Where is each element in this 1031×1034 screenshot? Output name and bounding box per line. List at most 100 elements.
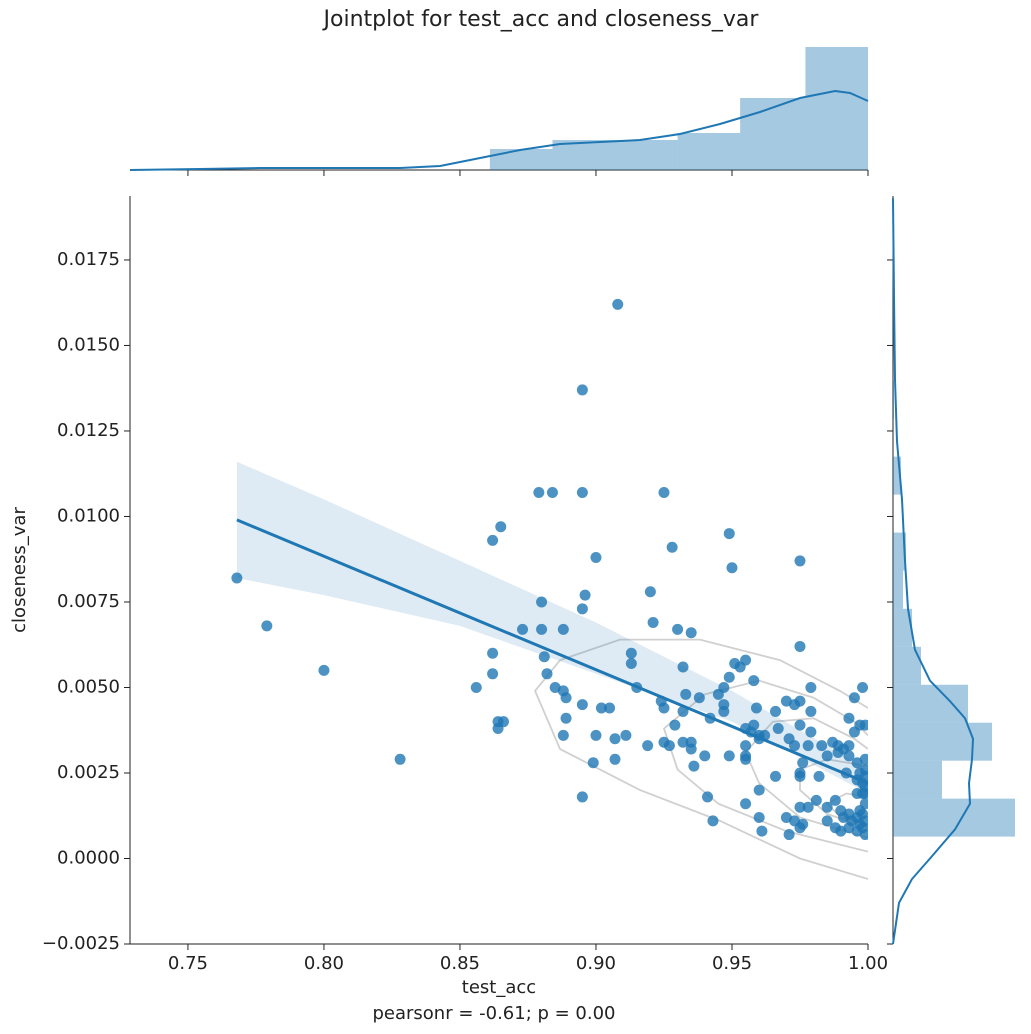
scatter-point <box>669 719 681 731</box>
scatter-point <box>576 791 588 803</box>
scatter-point <box>789 740 801 752</box>
scatter-point <box>658 702 670 714</box>
scatter-point <box>770 770 782 782</box>
x-tick-label: 0.90 <box>576 953 616 974</box>
x-tick-label: 0.80 <box>304 953 344 974</box>
scatter-point <box>590 552 602 564</box>
scatter-point <box>538 651 550 663</box>
x-tick-label: 0.95 <box>712 953 752 974</box>
scatter-point <box>843 712 855 724</box>
scatter-point <box>740 798 752 810</box>
histogram-bar <box>893 380 894 419</box>
scatter-point <box>576 603 588 615</box>
scatter-point <box>625 658 637 670</box>
scatter-point <box>576 487 588 499</box>
scatter-point <box>546 487 558 499</box>
scatter-point <box>680 688 692 700</box>
scatter-point <box>753 811 765 823</box>
scatter-point <box>590 729 602 741</box>
scatter-point <box>770 705 782 717</box>
scatter-point <box>644 586 656 598</box>
scatter-point <box>609 733 621 745</box>
histogram-bar <box>740 98 806 170</box>
scatter-point <box>699 750 711 762</box>
scatter-point <box>859 753 868 765</box>
scatter-point <box>487 668 499 680</box>
scatter-point <box>723 671 735 683</box>
scatter-point <box>813 770 825 782</box>
confidence-band <box>236 461 868 794</box>
scatter-point <box>693 692 705 704</box>
scatter-point <box>794 770 806 782</box>
scatter-point <box>560 712 572 724</box>
histogram-bar <box>489 149 553 170</box>
scatter-point <box>677 661 689 673</box>
y-tick-label: 0.0150 <box>57 334 120 355</box>
y-tick-label: 0.0175 <box>57 249 120 270</box>
scatter-point <box>723 750 735 762</box>
scatter-point <box>794 719 806 731</box>
histogram-bar <box>805 47 868 170</box>
scatter-point <box>753 784 765 796</box>
histogram-bar <box>893 532 906 571</box>
scatter-point <box>536 623 548 635</box>
scatter-point <box>794 695 806 707</box>
scatter-point <box>536 596 548 608</box>
scatter-point <box>612 298 624 310</box>
scatter-point <box>783 829 795 841</box>
chart-title: Jointplot for test_acc and closeness_var <box>322 7 760 32</box>
scatter-point <box>579 589 591 601</box>
scatter-point <box>794 822 806 834</box>
plot-area <box>231 298 868 880</box>
histogram-bar <box>677 133 741 170</box>
scatter-point <box>859 829 868 841</box>
y-tick-label: 0.0050 <box>57 676 120 697</box>
scatter-point <box>487 647 499 659</box>
scatter-point <box>802 801 814 813</box>
scatter-point <box>231 572 243 584</box>
scatter-point <box>492 723 504 735</box>
scatter-point <box>723 528 735 540</box>
scatter-point <box>533 487 545 499</box>
scatter-point <box>625 647 637 659</box>
y-tick-label: 0.0125 <box>57 420 120 441</box>
histogram-bar <box>893 722 992 761</box>
x-tick-label: 1.00 <box>848 953 888 974</box>
scatter-point <box>797 757 809 769</box>
scatter-point <box>620 729 632 741</box>
scatter-point <box>647 617 659 629</box>
y-tick-label: 0.0000 <box>57 847 120 868</box>
scatter-point <box>658 487 670 499</box>
scatter-point <box>794 555 806 567</box>
scatter-point <box>859 788 868 800</box>
scatter-point <box>576 699 588 711</box>
scatter-point <box>734 661 746 673</box>
scatter-point <box>487 534 499 546</box>
scatter-point <box>829 794 841 806</box>
scatter-point <box>576 384 588 396</box>
scatter-point <box>642 740 654 752</box>
y-axis-label: closeness_var <box>9 507 30 633</box>
scatter-point <box>261 620 273 632</box>
histogram-bar <box>893 608 912 647</box>
histogram-bar <box>552 140 616 170</box>
scatter-point <box>470 681 482 693</box>
x-axis-label: test_acc <box>462 977 536 998</box>
regression-line <box>236 518 868 785</box>
scatter-point <box>672 623 684 635</box>
scatter-point <box>685 627 697 639</box>
scatter-point <box>857 681 868 693</box>
scatter-point <box>794 640 806 652</box>
scatter-point <box>821 815 833 827</box>
histogram-bar <box>893 570 903 609</box>
scatter-point <box>821 750 833 762</box>
scatter-point <box>318 664 330 676</box>
y-tick-label: 0.0025 <box>57 762 120 783</box>
scatter-point <box>666 541 678 553</box>
histogram-bar <box>615 140 678 170</box>
scatter-point <box>587 757 599 769</box>
scatter-point <box>541 668 553 680</box>
scatter-point <box>517 623 529 635</box>
scatter-point <box>748 675 760 687</box>
x-tick-label: 0.75 <box>168 953 208 974</box>
